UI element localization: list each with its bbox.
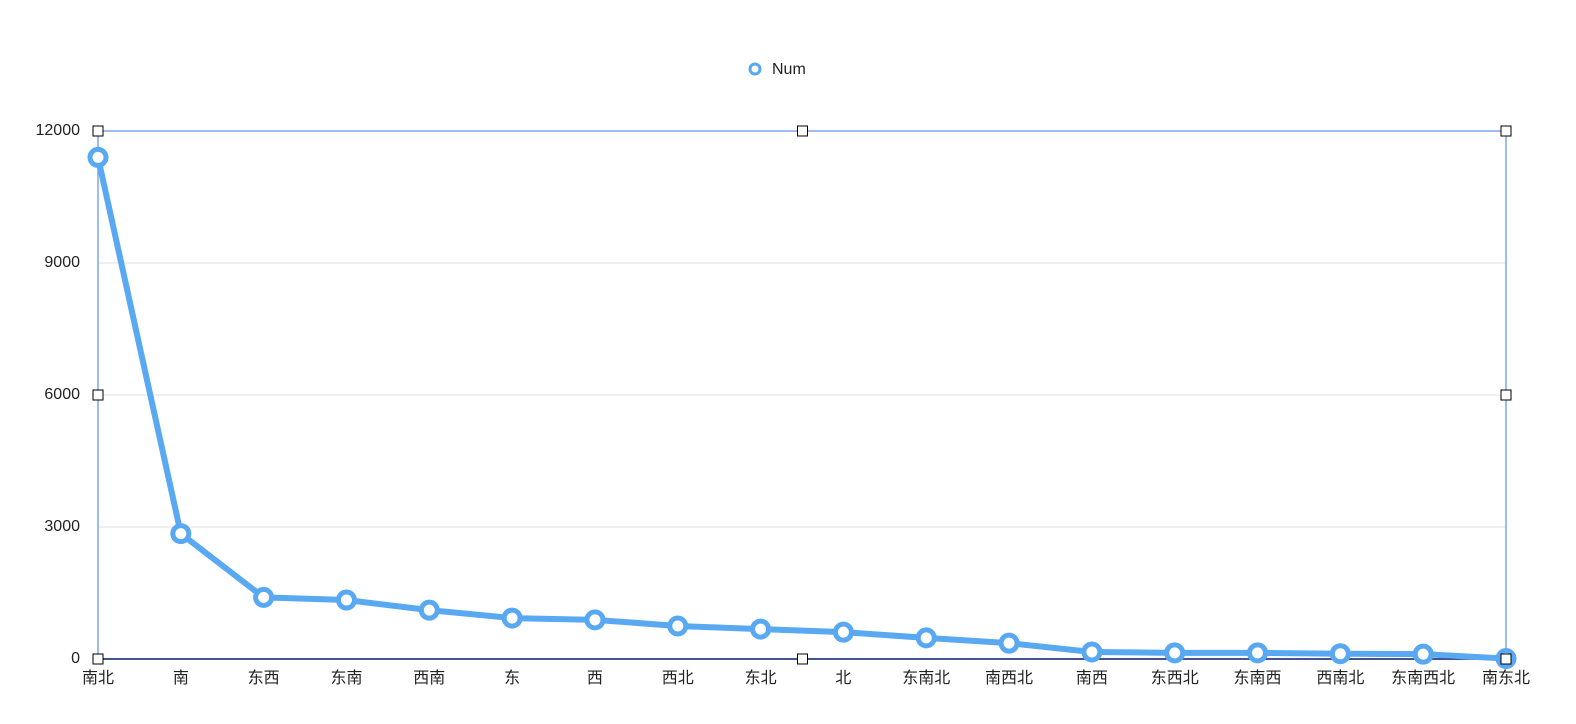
x-tick-label: 北 bbox=[835, 669, 851, 687]
data-point bbox=[998, 632, 1020, 654]
selection-handle bbox=[1500, 389, 1512, 401]
x-tick-label: 西南 bbox=[413, 669, 445, 687]
x-tick-label: 西南北 bbox=[1316, 669, 1364, 687]
data-point bbox=[1412, 643, 1434, 665]
data-point bbox=[170, 523, 192, 545]
data-point bbox=[1329, 643, 1351, 665]
selection-handle bbox=[797, 125, 808, 137]
y-tick-label: 3000 bbox=[44, 518, 80, 535]
data-point bbox=[750, 618, 772, 640]
data-point bbox=[87, 146, 109, 168]
data-point bbox=[667, 615, 689, 637]
y-tick-label: 9000 bbox=[44, 254, 80, 271]
data-line bbox=[95, 156, 1507, 662]
x-tick-label: 西北 bbox=[662, 669, 694, 687]
data-point bbox=[501, 607, 523, 629]
x-tick-label: 南东北 bbox=[1482, 669, 1530, 687]
selection-handle bbox=[1500, 653, 1512, 665]
x-tick-label: 南西 bbox=[1076, 669, 1108, 687]
data-point bbox=[915, 627, 937, 649]
x-tick-label: 西 bbox=[587, 670, 603, 687]
data-point bbox=[1081, 641, 1103, 663]
x-tick-label: 南 bbox=[173, 669, 189, 687]
x-tick-label: 东西北 bbox=[1151, 669, 1199, 687]
data-point bbox=[1247, 642, 1269, 664]
data-point bbox=[584, 609, 606, 631]
data-point bbox=[335, 589, 357, 611]
selection-handle bbox=[797, 653, 808, 665]
data-point bbox=[1164, 642, 1186, 664]
x-tick-label: 南西北 bbox=[985, 669, 1033, 687]
selection-handle bbox=[1500, 125, 1512, 137]
x-tick-label: 南北 bbox=[82, 669, 114, 687]
legend-marker bbox=[748, 62, 762, 76]
x-tick-label: 东南 bbox=[330, 669, 362, 687]
x-tick-label: 东 bbox=[504, 669, 520, 687]
data-point bbox=[253, 586, 275, 608]
data-point bbox=[418, 599, 440, 621]
y-tick-label: 6000 bbox=[44, 386, 80, 403]
y-tick-label: 0 bbox=[71, 650, 80, 667]
x-tick-label: 东南北 bbox=[902, 669, 950, 687]
legend-label: Num bbox=[772, 61, 806, 78]
selection-handle bbox=[92, 125, 104, 137]
x-tick-label: 东西 bbox=[248, 669, 280, 687]
x-tick-label: 东南西北 bbox=[1391, 669, 1455, 687]
x-tick-label: 东南西 bbox=[1234, 669, 1282, 687]
selection-handle bbox=[92, 389, 104, 401]
selection-handle bbox=[92, 653, 104, 665]
x-tick-label: 东北 bbox=[745, 669, 777, 687]
y-tick-label: 12000 bbox=[36, 122, 81, 139]
data-point bbox=[832, 621, 854, 643]
